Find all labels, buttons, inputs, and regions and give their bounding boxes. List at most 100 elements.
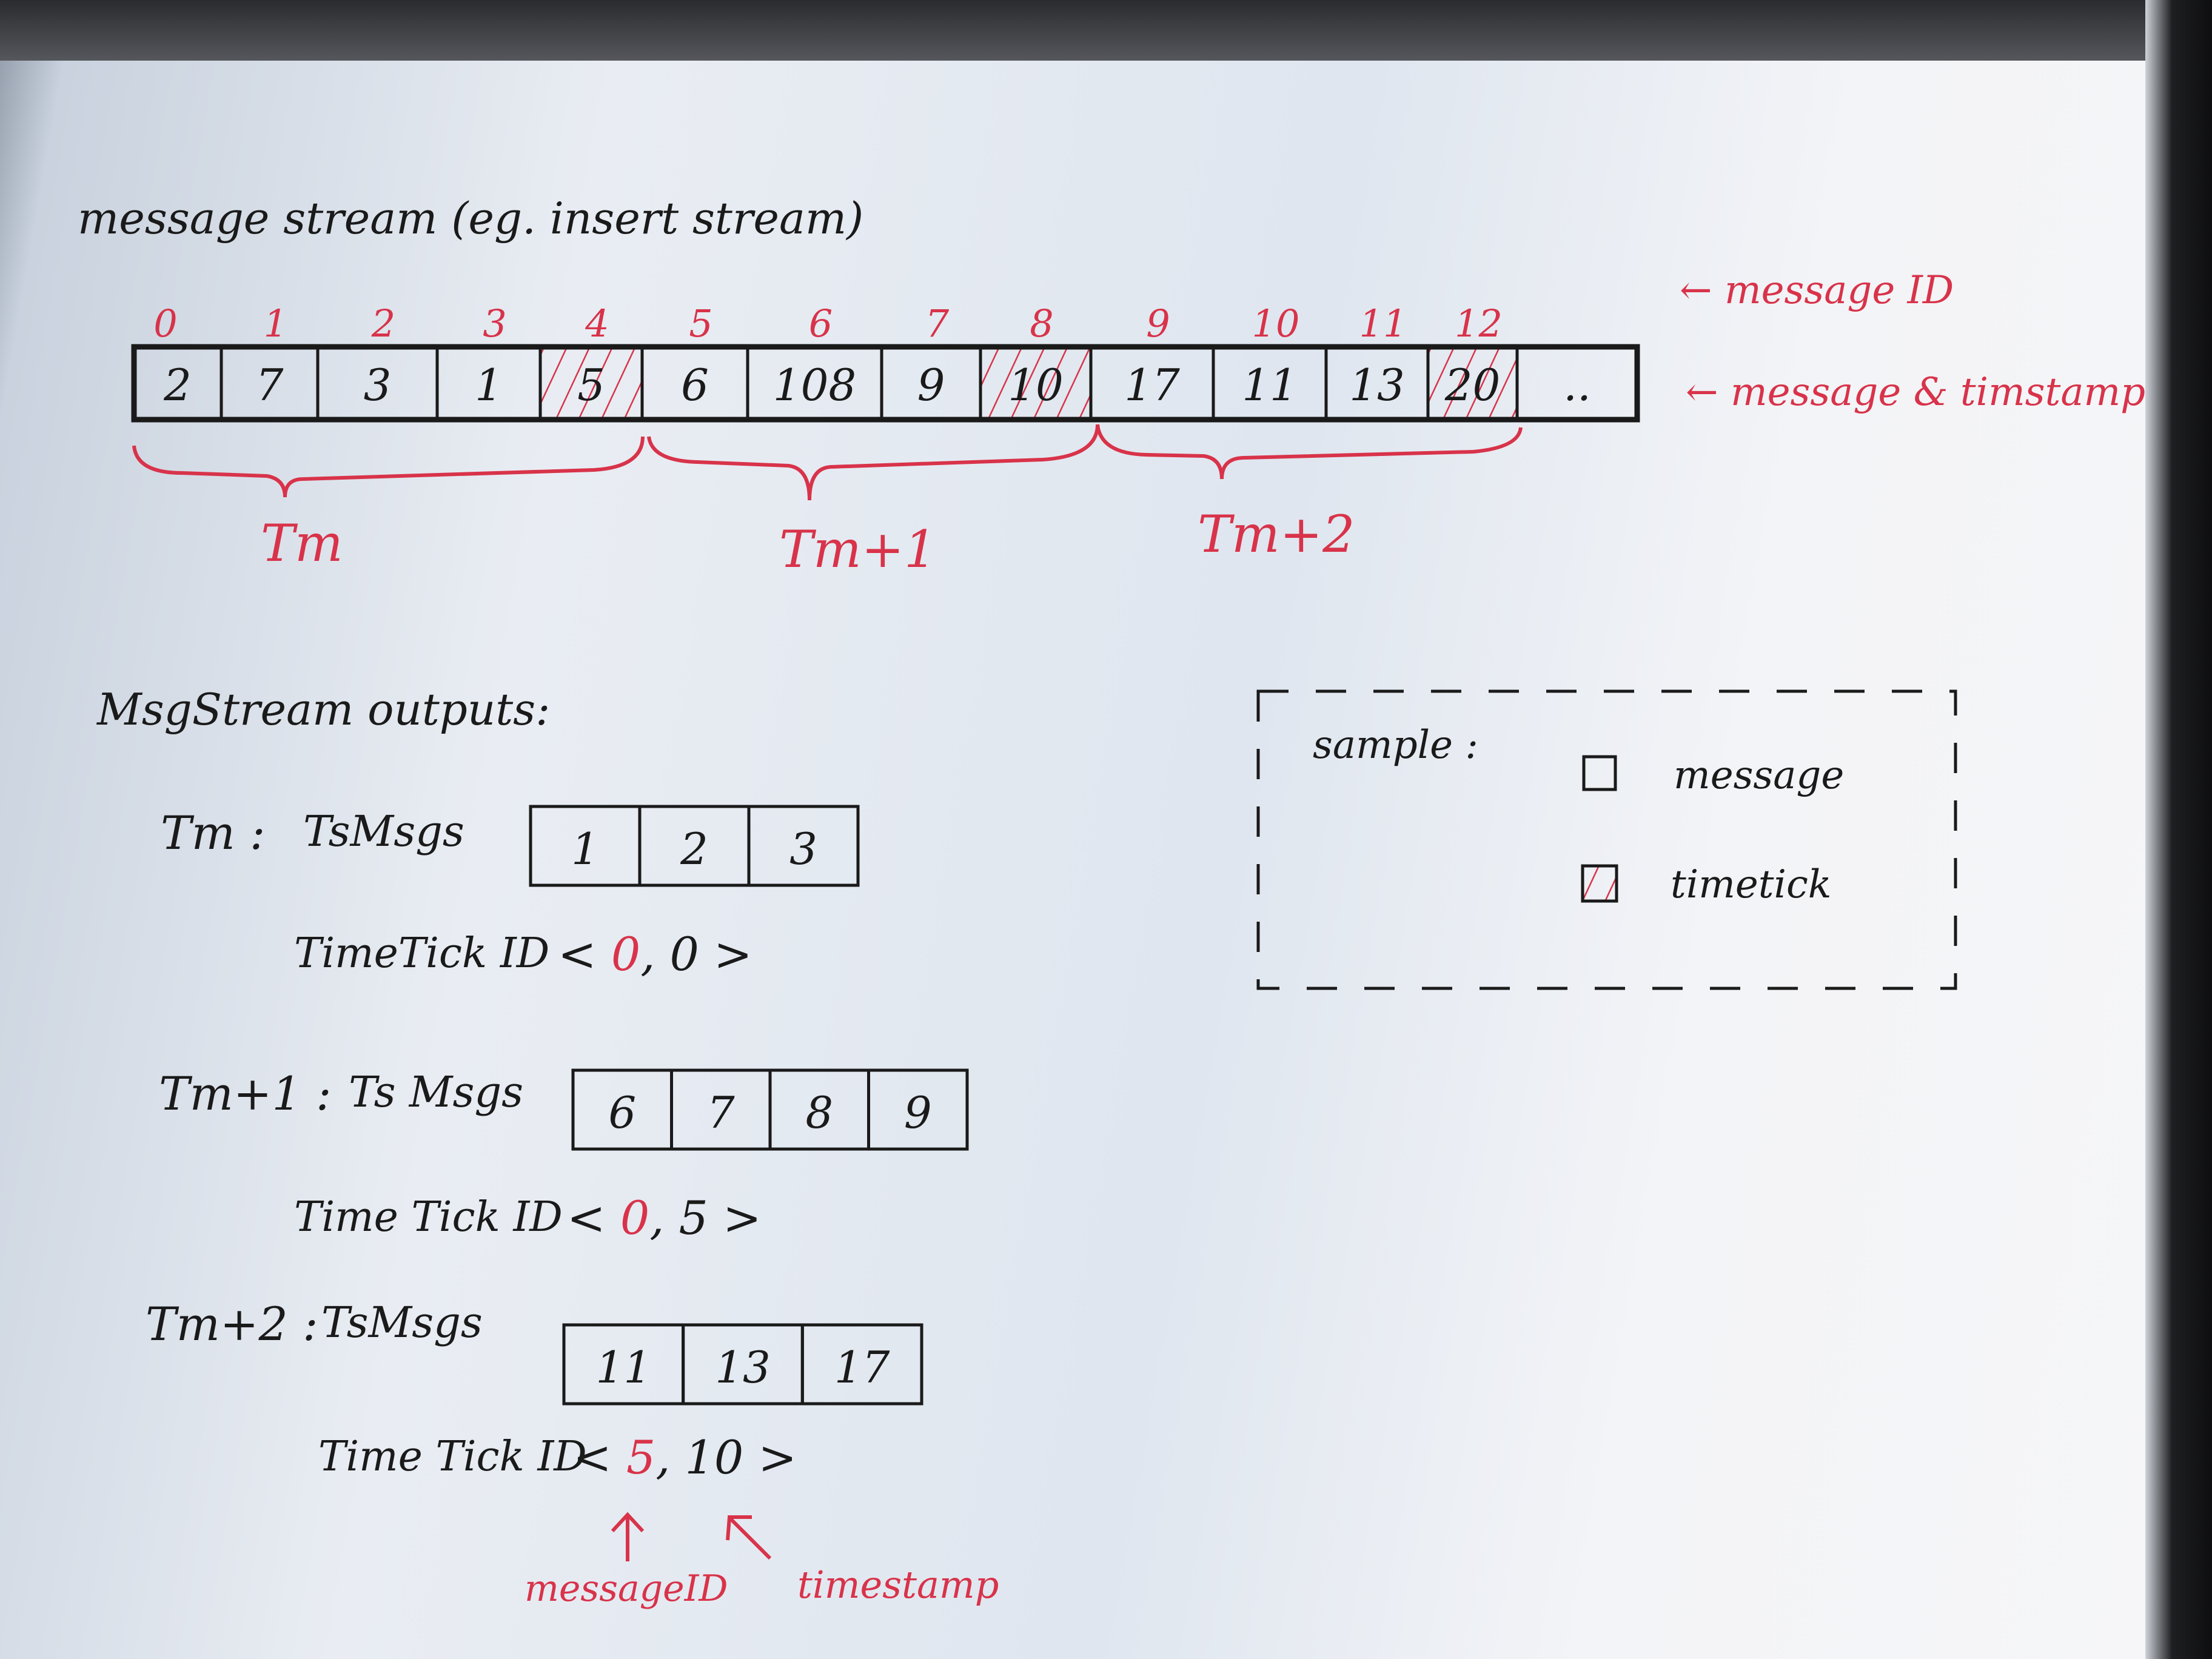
outputs-title: MsgStream outputs: [96,684,550,735]
cell-timestamp: 2 [163,360,192,411]
output-period-label: Tm : [161,806,266,860]
message-id-label: 0 [153,301,177,346]
timetick-timestamp: , 10 > [655,1430,797,1484]
outputs-list: Tm : TsMsgs 1 2 3 TimeTick ID < 0, 0 > Tm+1 : Ts… [146,805,969,1484]
message-id-row: 0 1 2 3 4 5 6 7 8 9 10 11 12 [153,301,1503,346]
timestamp-annotation: ← message & timstamp [1686,370,2145,415]
output-0: Tm : TsMsgs 1 2 3 TimeTick ID < 0, 0 > [161,805,860,981]
output-msg-value: 8 [805,1087,833,1138]
photo-background-edge [2145,0,2212,1659]
pointer-arrows [611,1512,772,1561]
output-msg-value: 6 [608,1087,636,1138]
period-label-tm: Tm [261,514,343,573]
legend-message-swatch [1582,755,1617,791]
output-msg-value: 13 [715,1342,771,1393]
message-id-label: 4 [585,301,609,346]
cell-timestamp: 13 [1349,360,1405,411]
cell-timestamp: .. [1563,360,1591,411]
output-msg-cell [800,1323,923,1406]
output-2: Tm+2 : TsMsgs 11 13 17 Time Tick ID< 5, 10 > [146,1297,923,1484]
output-msg-value: 11 [596,1342,652,1393]
message-id-label: 9 [1146,301,1170,346]
message-cell: 3 [316,345,439,421]
output-msg-cell [867,1068,969,1151]
cell-timestamp: 5 [577,360,605,411]
arrow-up-message-id-icon [611,1512,645,1561]
cell-timestamp: 108 [773,360,856,411]
message-cell: 7 [220,345,320,421]
message-cell: 13 [1324,345,1430,421]
message-cell: .. [1515,345,1639,421]
pointer-label-message-id: messageID [525,1567,728,1610]
message-id-label: 11 [1359,301,1407,346]
message-id-label: 2 [371,301,395,346]
output-timetick-value: < 5, 10 > [573,1430,797,1484]
output-msgs-label: Ts Msgs [349,1067,523,1117]
output-msg-value: 2 [680,823,708,874]
output-period-label: Tm+1 : [159,1067,332,1121]
output-msg-value: 1 [571,823,599,874]
output-msg-value: 7 [707,1087,735,1138]
pointer-label-timestamp: timestamp [797,1563,999,1607]
message-id-label: 6 [809,301,833,346]
diagram-title: message stream (eg. insert stream) [78,193,863,244]
message-cell: 2 [132,345,223,421]
brace-tm2 [1096,424,1523,480]
period-label-tm1: Tm+1 [779,520,937,579]
cell-timestamp: 10 [1008,360,1064,411]
output-msg-cell [747,805,860,887]
cell-border [1426,345,1519,421]
brace-tm [132,436,645,498]
legend-timetick-swatch [1581,864,1618,903]
period-braces [132,424,1523,501]
cell-border [538,345,644,421]
message-id-label: 5 [689,301,712,346]
timetick-timestamp: , 0 > [640,927,752,981]
output-msg-value: 3 [789,823,817,874]
cell-timestamp: 7 [256,360,284,411]
output-timetick-label: Time Tick ID [318,1433,587,1481]
output-timetick-value: < 0, 0 > [558,927,752,981]
legend: sample : message timetick [1256,689,1957,990]
arrow-up-timestamp-icon [726,1515,772,1560]
message-cell: 108 [746,345,883,421]
legend-timetick-label: timetick [1671,862,1832,907]
period-label-tm2: Tm+2 [1198,504,1355,564]
stream-outline [131,344,1640,423]
output-msg-value: 17 [834,1342,890,1393]
output-msgs-label: TsMsgs [321,1298,483,1347]
message-id-annotation: ← message ID [1680,268,1954,313]
cell-timestamp: 9 [917,360,945,411]
message-id-label: 7 [925,301,950,346]
message-cell: 6 [640,345,749,421]
legend-dashed-border [1256,689,1957,990]
message-id-label: 12 [1455,301,1503,346]
output-msg-value: 9 [904,1087,932,1138]
message-id-label: 1 [264,301,287,346]
timetick-cell: 5 [538,345,644,421]
photo-background-top [0,0,2212,61]
output-timetick-label: Time Tick ID [294,1193,563,1241]
message-cell: 9 [880,345,982,421]
output-msgs-label: TsMsgs [303,806,464,856]
cell-timestamp: 1 [475,360,503,411]
timetick-cell: 20 [1426,345,1519,421]
cell-timestamp: 6 [681,360,709,411]
output-period-label: Tm+2 : [146,1297,318,1351]
message-id-label: 10 [1252,301,1300,346]
message-cell: 11 [1212,345,1328,421]
output-timetick-label: TimeTick ID [294,930,549,977]
message-id-label: 3 [483,301,506,346]
timetick-timestamp: , 5 > [649,1191,762,1245]
cell-timestamp: 3 [364,360,392,411]
message-stream: 2 7 3 1 5 6 108 9 10 17 11 13 20.. [131,344,1640,423]
cell-timestamp: 17 [1124,360,1180,411]
legend-title: sample : [1313,723,1478,768]
cell-timestamp: 20 [1444,360,1501,411]
timetick-cell: 10 [979,345,1093,421]
timetick-message-id: 5 [626,1430,655,1484]
timetick-message-id: 0 [611,927,640,981]
message-cell: 1 [435,345,542,421]
legend-message-label: message [1674,753,1844,798]
